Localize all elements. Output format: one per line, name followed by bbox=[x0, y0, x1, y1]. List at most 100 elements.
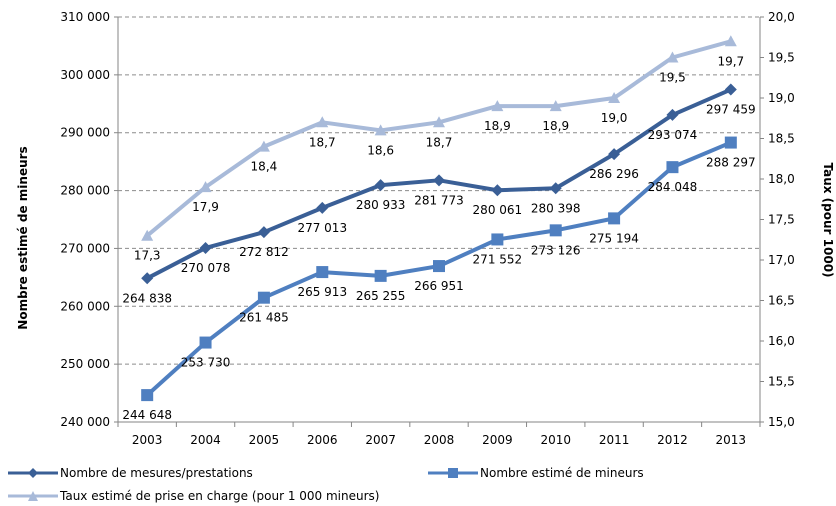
point-mineurs bbox=[608, 212, 621, 225]
data-label: 18,9 bbox=[542, 119, 569, 133]
point-taux bbox=[433, 116, 445, 128]
point-mesures bbox=[666, 108, 679, 121]
data-label: 266 951 bbox=[414, 279, 464, 293]
series-group bbox=[141, 35, 737, 402]
data-label: 288 297 bbox=[706, 156, 756, 170]
data-label: 19,7 bbox=[717, 54, 744, 68]
point-mesures bbox=[608, 148, 621, 161]
point-mineurs bbox=[257, 291, 270, 304]
data-label: 272 812 bbox=[239, 245, 289, 259]
left-axis-ticks: 240 000 250 000 260 000 270 000 280 000 290 0… bbox=[60, 10, 110, 429]
right-tick-label: 17,0 bbox=[768, 253, 795, 267]
point-taux bbox=[257, 140, 270, 152]
left-tick-label: 280 000 bbox=[60, 184, 110, 198]
data-label: 265 913 bbox=[297, 285, 347, 299]
data-label: 293 074 bbox=[648, 128, 698, 142]
point-mesures bbox=[724, 83, 737, 96]
left-tick-label: 310 000 bbox=[60, 10, 110, 24]
point-mesures bbox=[491, 184, 504, 197]
right-tick-label: 16,0 bbox=[768, 334, 795, 348]
data-label: 18,7 bbox=[309, 135, 336, 149]
data-label: 281 773 bbox=[414, 193, 464, 207]
left-tick-label: 250 000 bbox=[60, 357, 110, 371]
point-mineurs bbox=[316, 266, 329, 279]
right-tick-label: 18,0 bbox=[768, 172, 795, 186]
point-taux bbox=[549, 100, 562, 112]
left-tick-label: 290 000 bbox=[60, 126, 110, 140]
right-tick-label: 15,0 bbox=[768, 415, 795, 429]
legend-item-mineurs: Nombre estimé de mineurs bbox=[428, 466, 644, 480]
x-tick-label: 2004 bbox=[190, 433, 221, 447]
x-tick-label: 2009 bbox=[482, 433, 513, 447]
point-mineurs bbox=[141, 389, 154, 402]
point-taux bbox=[374, 124, 387, 136]
point-mesures bbox=[316, 201, 329, 214]
x-axis-ticks: 2003 2004 2005 2006 2007 2008 2009 2010 2011 2012… bbox=[132, 433, 746, 447]
data-labels: 17,3 17,9 18,4 18,7 18,6 18,7 18,9 18,9 19,0 19,5… bbox=[122, 54, 755, 422]
data-label: 277 013 bbox=[297, 221, 347, 235]
data-label: 19,0 bbox=[601, 111, 628, 125]
data-label: 275 194 bbox=[589, 231, 639, 245]
x-tick-label: 2005 bbox=[249, 433, 280, 447]
x-tick-label: 2008 bbox=[424, 433, 455, 447]
point-mineurs bbox=[549, 224, 562, 237]
data-label: 271 552 bbox=[473, 252, 523, 266]
point-taux bbox=[608, 92, 621, 103]
data-label: 270 078 bbox=[181, 261, 231, 275]
data-label: 280 933 bbox=[356, 198, 406, 212]
data-label: 18,7 bbox=[426, 135, 453, 149]
data-label: 18,4 bbox=[251, 160, 278, 174]
right-tick-label: 20,0 bbox=[768, 10, 795, 24]
point-mesures bbox=[374, 179, 387, 192]
y-axis-left-label: Nombre estimé de mineurs bbox=[16, 146, 30, 329]
legend-label-mineurs: Nombre estimé de mineurs bbox=[480, 466, 644, 480]
left-tick-label: 300 000 bbox=[60, 68, 110, 82]
axes bbox=[114, 16, 764, 427]
x-tick-label: 2003 bbox=[132, 433, 163, 447]
x-tick-label: 2012 bbox=[657, 433, 688, 447]
data-label: 253 730 bbox=[181, 356, 231, 370]
data-label: 297 459 bbox=[706, 103, 756, 117]
data-label: 273 126 bbox=[531, 243, 581, 257]
right-tick-label: 19,5 bbox=[768, 51, 795, 65]
point-mineurs bbox=[433, 260, 445, 273]
point-mineurs bbox=[374, 269, 387, 282]
point-taux bbox=[724, 35, 737, 47]
right-tick-label: 18,5 bbox=[768, 132, 795, 146]
point-mesures bbox=[141, 272, 154, 285]
left-tick-label: 260 000 bbox=[60, 299, 110, 313]
point-mesures bbox=[433, 174, 445, 187]
point-mineurs bbox=[199, 336, 212, 349]
legend-item-mesures: Nombre de mesures/prestations bbox=[8, 466, 253, 480]
point-taux bbox=[141, 229, 154, 241]
right-tick-label: 17,5 bbox=[768, 213, 795, 227]
x-tick-label: 2010 bbox=[540, 433, 571, 447]
y-axis-right-label: Taux (pour 1000) bbox=[821, 162, 835, 277]
point-mesures bbox=[257, 226, 270, 239]
data-label: 264 838 bbox=[122, 291, 172, 305]
left-tick-label: 240 000 bbox=[60, 415, 110, 429]
point-taux bbox=[316, 116, 329, 128]
line-chart: 240 000 250 000 260 000 270 000 280 000 290 0… bbox=[16, 10, 835, 447]
right-axis-ticks: 15,0 15,5 16,0 16,5 17,0 17,5 18,0 18,5 19,0 19,5… bbox=[768, 10, 795, 429]
x-tick-label: 2011 bbox=[599, 433, 630, 447]
x-tick-label: 2007 bbox=[365, 433, 396, 447]
point-taux bbox=[491, 100, 504, 112]
data-label: 244 648 bbox=[122, 408, 172, 422]
square-marker-icon bbox=[428, 468, 478, 478]
data-label: 19,5 bbox=[659, 71, 686, 85]
data-label: 18,6 bbox=[367, 143, 394, 157]
right-tick-label: 16,5 bbox=[768, 294, 795, 308]
point-mineurs bbox=[491, 233, 504, 246]
data-label: 261 485 bbox=[239, 311, 289, 325]
legend-item-taux: Taux estimé de prise en charge (pour 1 0… bbox=[8, 489, 379, 503]
point-mineurs bbox=[724, 136, 737, 149]
data-label: 286 296 bbox=[589, 167, 639, 181]
left-tick-label: 270 000 bbox=[60, 241, 110, 255]
point-mineurs bbox=[666, 161, 679, 174]
data-label: 280 061 bbox=[473, 203, 523, 217]
data-label: 265 255 bbox=[356, 289, 406, 303]
data-label: 17,3 bbox=[134, 249, 161, 263]
point-mesures bbox=[549, 182, 562, 195]
data-label: 18,9 bbox=[484, 119, 511, 133]
